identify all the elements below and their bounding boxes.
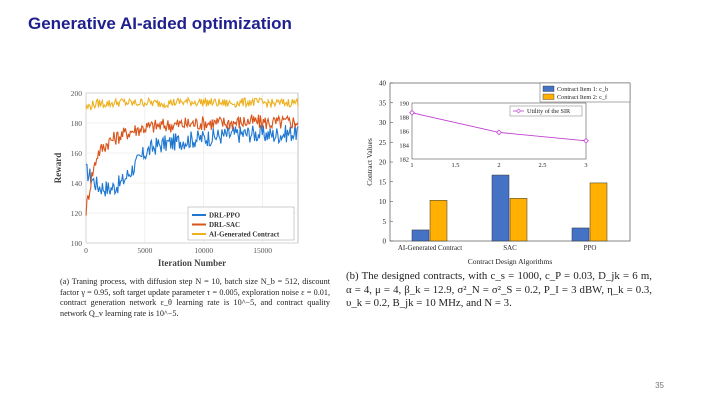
y-axis-label: Contract Values — [365, 138, 374, 186]
series-line-ai-generated-contract — [85, 96, 299, 111]
inset-y-tick-label: 186 — [399, 128, 409, 135]
y-tick-label: 25 — [379, 139, 387, 147]
y-tick-label: 120 — [71, 209, 83, 218]
legend-label: Contract Item 1: c_b — [557, 86, 608, 93]
contract-bar-chart: 0 5 10 15 20 25 30 35 40 AI-Generated Contract SAC… — [365, 80, 631, 266]
caption-b: (b) The designed contracts, with c_s = 1… — [346, 270, 652, 310]
x-tick-label: 5000 — [137, 246, 152, 255]
inset-x-tick-label: 2 — [497, 162, 500, 169]
legend-label: AI-Generated Contract — [209, 231, 280, 239]
reward-line-chart: 100 120 140 160 180 200 0 5000 10000 15000 DRL-PP… — [53, 89, 299, 268]
inset-point — [583, 137, 589, 144]
inset-y-tick-label: 182 — [399, 156, 409, 163]
y-tick-label: 20 — [379, 159, 387, 167]
inset-y-tick-label: 184 — [399, 142, 409, 149]
y-axis-label: Reward — [53, 153, 63, 184]
y-tick-label: 10 — [379, 198, 387, 206]
slide-title: Generative AI-aided optimization — [28, 14, 292, 33]
bar-1-sac — [491, 174, 510, 242]
y-tick-label: 15 — [379, 178, 387, 186]
inset-legend-label: Utility of the SIR — [527, 108, 571, 115]
y-tick-label: 180 — [71, 119, 83, 128]
bar-2-ai-generated-contract — [429, 200, 448, 242]
x-tick-label: 10000 — [194, 246, 213, 255]
y-tick-label: 5 — [383, 218, 387, 226]
legend-swatch — [542, 85, 555, 92]
caption-a: (a) Traning process, with diffusion step… — [60, 277, 330, 318]
y-tick-label: 140 — [71, 179, 83, 188]
legend-swatch — [542, 93, 555, 100]
inset-x-tick-label: 1.5 — [452, 162, 460, 169]
bar-1-ppo — [571, 227, 590, 242]
legend-box — [539, 82, 631, 103]
series-line-drl-ppo — [85, 123, 299, 197]
inset-x-tick-label: 2.5 — [539, 162, 547, 169]
bar-1-ai-generated-contract — [411, 229, 430, 242]
legend-label: Contract Item 2: c_f — [557, 94, 608, 101]
inset-legend-box — [509, 105, 583, 117]
y-tick-label: 200 — [71, 89, 83, 98]
page-number: 35 — [655, 381, 664, 390]
x-axis-label: Contract Design Algorithms — [468, 257, 553, 266]
bar-2-sac — [509, 198, 528, 242]
inset-point — [409, 109, 415, 116]
inset-y-tick-label: 190 — [399, 100, 409, 107]
legend-label: DRL-SAC — [209, 221, 240, 229]
x-tick-label: 15000 — [253, 246, 272, 255]
x-tick-label: PPO — [584, 244, 597, 252]
x-axis-label: Iteration Number — [158, 258, 226, 268]
y-tick-label: 35 — [379, 99, 387, 107]
inset-x-tick-label: 3 — [584, 162, 587, 169]
y-tick-label: 30 — [379, 119, 387, 127]
legend-label: DRL-PPO — [209, 212, 241, 220]
inset-y-tick-label: 188 — [399, 114, 409, 121]
y-tick-label: 0 — [383, 238, 387, 246]
bar-2-ppo — [589, 182, 608, 242]
x-tick-label: AI-Generated Contract — [398, 244, 462, 252]
x-tick-label: SAC — [503, 244, 517, 252]
y-tick-label: 160 — [71, 149, 83, 158]
x-tick-label: 0 — [84, 246, 88, 255]
y-tick-label: 100 — [71, 239, 83, 248]
y-tick-label: 40 — [379, 80, 387, 88]
series-line-drl-sac — [85, 114, 299, 216]
inset-point — [496, 129, 502, 136]
inset-x-tick-label: 1 — [410, 162, 413, 169]
